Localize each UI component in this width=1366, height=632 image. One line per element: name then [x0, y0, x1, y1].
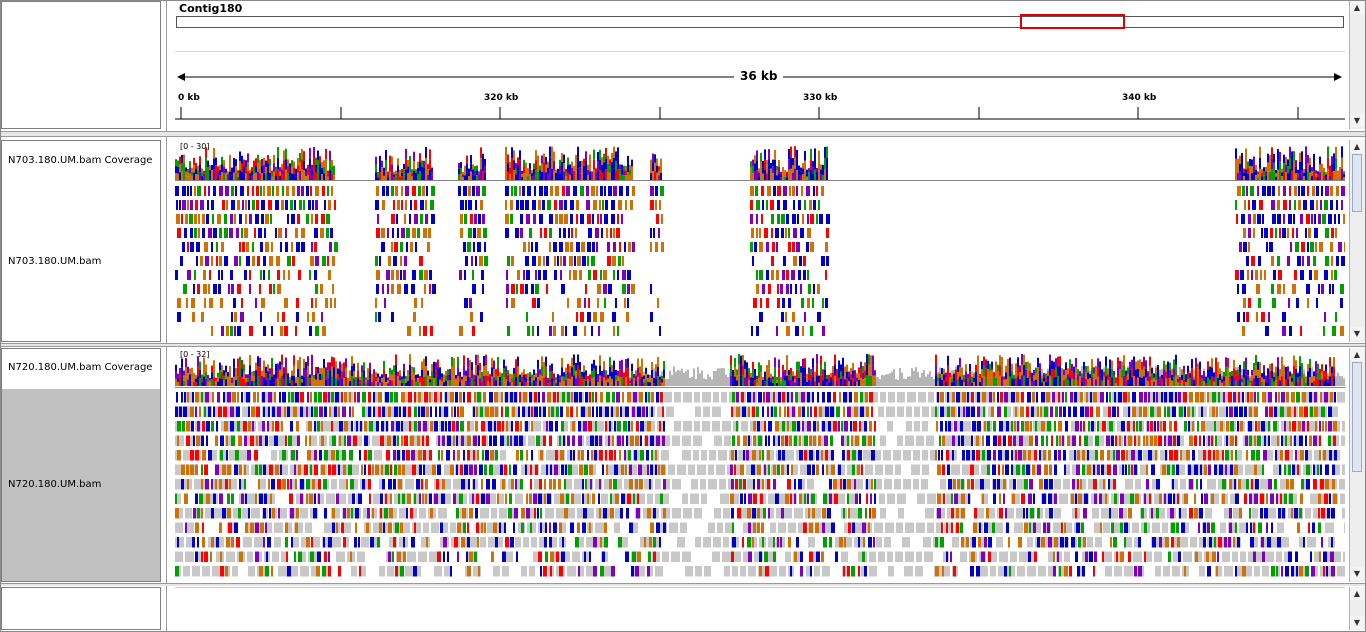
track-scrollbar-2[interactable]: ▲ ▼ — [1349, 348, 1365, 582]
coverage-range: [0 - 32] — [180, 350, 210, 359]
tick-label: 330 kb — [803, 93, 838, 103]
alignment-reads-1[interactable] — [175, 184, 1345, 342]
scroll-up-icon[interactable]: ▲ — [1350, 348, 1364, 361]
feature-name-panel — [1, 587, 161, 630]
data-panel-1[interactable]: [0 - 30] — [175, 140, 1345, 342]
tick-label: 340 kb — [1122, 93, 1157, 103]
coverage-baseline — [175, 180, 1345, 181]
current-region-box[interactable] — [1020, 14, 1125, 29]
data-panel-2[interactable]: [0 - 32] — [175, 348, 1345, 582]
track-scrollbar-1[interactable]: ▲ ▼ — [1349, 140, 1365, 342]
coverage-track-name[interactable]: N703.180.UM.bam Coverage — [8, 155, 153, 166]
selected-track-highlight[interactable] — [2, 389, 160, 581]
ruler-ticks — [175, 107, 1345, 120]
coverage-range: [0 - 30] — [180, 142, 210, 151]
feature-scrollbar[interactable]: ▲ ▼ — [1349, 587, 1365, 630]
chromosome-name: Contig180 — [179, 2, 243, 15]
header-scrollbar[interactable]: ▲ ▼ — [1349, 1, 1365, 129]
tick-label: 320 kb — [484, 93, 519, 103]
panel-divider[interactable] — [0, 131, 1366, 137]
coverage-plot-1 — [175, 146, 1345, 180]
panel-divider[interactable] — [0, 583, 1366, 586]
coverage-plot-2 — [175, 354, 1345, 386]
tick-label: 0 kb — [178, 93, 200, 103]
alignment-track-name[interactable]: N720.180.UM.bam — [8, 479, 102, 490]
panel-divider[interactable] — [0, 343, 1366, 347]
scroll-up-icon[interactable]: ▲ — [1350, 1, 1364, 14]
coverage-track-name[interactable]: N720.180.UM.bam Coverage — [8, 362, 153, 373]
scroll-down-icon[interactable]: ▼ — [1350, 114, 1364, 127]
scroll-down-icon[interactable]: ▼ — [1350, 567, 1364, 580]
track-name-panel-1: N703.180.UM.bam Coverage N703.180.UM.bam — [1, 140, 161, 342]
scroll-thumb[interactable] — [1352, 154, 1362, 212]
scroll-down-icon[interactable]: ▼ — [1350, 327, 1364, 340]
span-label: 36 kb — [734, 69, 784, 83]
alignment-reads-2[interactable] — [175, 390, 1345, 582]
scroll-up-icon[interactable]: ▲ — [1350, 587, 1364, 600]
track-name-panel-2: N720.180.UM.bam Coverage N720.180.UM.bam — [1, 348, 161, 582]
header-name-panel — [1, 1, 161, 129]
scroll-down-icon[interactable]: ▼ — [1350, 616, 1364, 629]
ideogram-separator — [175, 51, 1345, 52]
alignment-track-name[interactable]: N703.180.UM.bam — [8, 256, 102, 267]
coverage-baseline — [175, 387, 1345, 388]
scroll-up-icon[interactable]: ▲ — [1350, 140, 1364, 153]
name-panel-divider — [166, 0, 167, 632]
chromosome-ideogram[interactable] — [176, 16, 1344, 28]
ruler-panel[interactable]: Contig180 36 kb 0 kb 320 kb 330 kb 340 k… — [175, 1, 1345, 129]
scroll-thumb[interactable] — [1352, 362, 1362, 472]
feature-data-panel[interactable] — [175, 587, 1345, 630]
